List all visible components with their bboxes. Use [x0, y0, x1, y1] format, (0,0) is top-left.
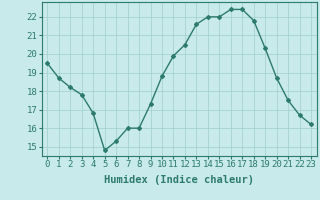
X-axis label: Humidex (Indice chaleur): Humidex (Indice chaleur)	[104, 175, 254, 185]
